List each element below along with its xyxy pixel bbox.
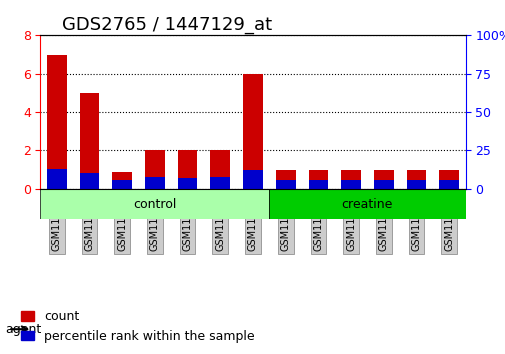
- Bar: [275, 170, 295, 189]
- Bar: [210, 177, 230, 189]
- Text: agent: agent: [5, 323, 41, 336]
- Bar: [438, 179, 458, 189]
- Bar: [275, 179, 295, 189]
- Bar: [47, 169, 67, 189]
- Bar: [373, 179, 393, 189]
- Bar: [47, 55, 67, 189]
- Bar: [438, 170, 458, 189]
- Bar: [340, 170, 360, 189]
- Bar: [80, 93, 99, 189]
- Bar: [308, 179, 328, 189]
- Bar: [243, 170, 262, 189]
- Bar: [112, 179, 132, 189]
- Bar: [80, 173, 99, 189]
- Bar: [145, 177, 165, 189]
- Bar: [406, 170, 425, 189]
- Bar: [112, 172, 132, 189]
- Text: GDS2765 / 1447129_at: GDS2765 / 1447129_at: [62, 16, 271, 34]
- Text: control: control: [133, 198, 176, 211]
- Bar: [406, 179, 425, 189]
- Bar: [145, 150, 165, 189]
- Bar: [177, 178, 197, 189]
- Bar: [340, 179, 360, 189]
- Bar: [373, 170, 393, 189]
- Legend: count, percentile rank within the sample: count, percentile rank within the sample: [16, 306, 259, 348]
- Bar: [308, 170, 328, 189]
- FancyBboxPatch shape: [269, 189, 465, 219]
- Bar: [243, 74, 262, 189]
- Text: creatine: creatine: [341, 198, 392, 211]
- Bar: [177, 150, 197, 189]
- FancyBboxPatch shape: [40, 189, 269, 219]
- Bar: [210, 150, 230, 189]
